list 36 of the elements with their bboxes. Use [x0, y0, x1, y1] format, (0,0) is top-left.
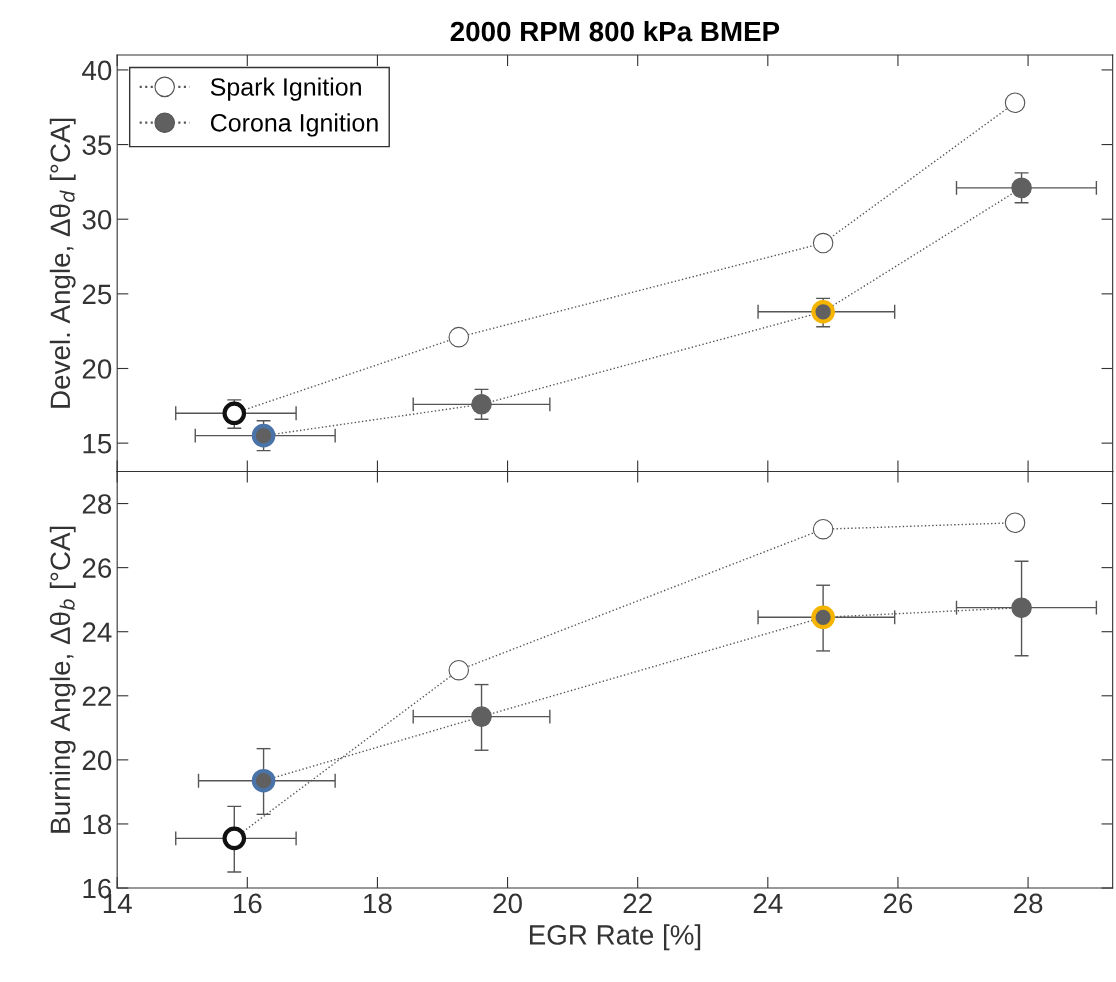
y-tick-label: 20 — [82, 359, 112, 379]
chart-title: 2000 RPM 800 kPa BMEP — [450, 20, 780, 42]
point — [1011, 597, 1032, 618]
point — [471, 394, 492, 415]
x-tick-label: 20 — [493, 893, 522, 914]
point — [1011, 177, 1032, 199]
y-tick-label: 25 — [82, 284, 112, 305]
y-tick-label: 18 — [83, 814, 112, 835]
y-axis-title: Devel. Angle, Δθ$_{d}$ [°CA] — [49, 118, 76, 408]
x-tick-label: 24 — [753, 893, 783, 914]
point — [1004, 512, 1026, 534]
x-tick-label: 26 — [883, 893, 913, 914]
y-tick-label: 28 — [82, 494, 112, 514]
y-tick-label: 30 — [82, 209, 112, 230]
point — [811, 605, 835, 630]
y-tick-label: 22 — [82, 686, 111, 706]
point — [471, 706, 492, 727]
legend-label: Corona Ignition — [210, 113, 378, 137]
y-tick-label: 40 — [82, 60, 112, 81]
x-tick-label: 22 — [623, 893, 652, 914]
point — [812, 518, 834, 540]
y-tick-label: 26 — [82, 558, 112, 578]
x-axis-title: EGR Rate [%] — [529, 924, 701, 951]
y-tick-label: 24 — [82, 622, 112, 642]
point — [1004, 92, 1026, 114]
y-tick-label: 20 — [82, 750, 112, 771]
point — [812, 232, 834, 254]
legend-label: Spark Ignition — [210, 77, 361, 101]
x-tick-label: 18 — [364, 893, 392, 914]
x-tick-label: 16 — [233, 893, 262, 914]
point — [448, 659, 470, 681]
y-tick-label: 15 — [83, 434, 112, 454]
point — [448, 326, 470, 348]
y-axis-title: Burning Angle, Δθ$_{b}$ [°CA] — [49, 526, 76, 833]
y-tick-label: 35 — [82, 135, 112, 155]
x-tick-label: 28 — [1014, 893, 1043, 914]
